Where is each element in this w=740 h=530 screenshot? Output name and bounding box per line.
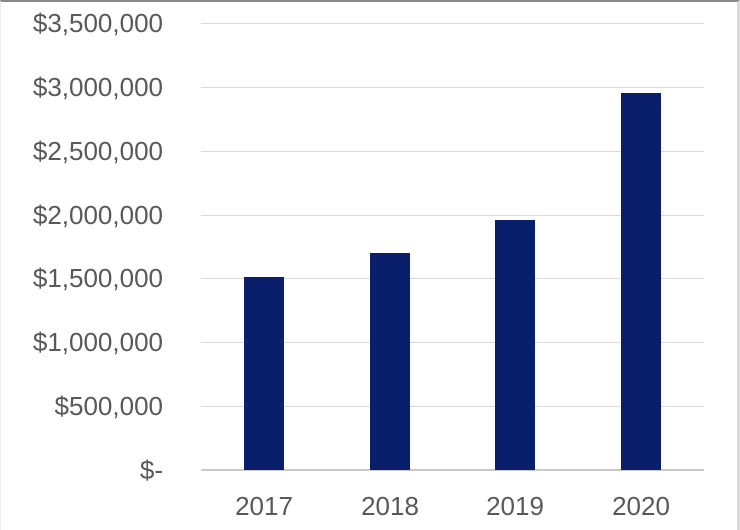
y-tick-label: $1,500,000 [32, 263, 163, 293]
x-tick-label-2017: 2017 [235, 491, 293, 521]
y-tick-label: $3,500,000 [32, 8, 163, 38]
y-tick-label: $2,500,000 [32, 136, 163, 166]
gridline [201, 151, 704, 152]
y-tick-label: $500,000 [54, 391, 163, 421]
y-tick-label: $3,000,000 [32, 72, 163, 102]
bar-2018 [370, 253, 410, 470]
gridline [201, 23, 704, 24]
x-tick-label-2020: 2020 [612, 491, 670, 521]
x-tick-label-2019: 2019 [486, 491, 544, 521]
gridline [201, 342, 704, 343]
gridline [201, 406, 704, 407]
gridline [201, 278, 704, 279]
y-tick-label: $2,000,000 [32, 200, 163, 230]
gridline [201, 87, 704, 88]
x-tick-label-2018: 2018 [361, 491, 419, 521]
y-tick-label: $1,000,000 [32, 327, 163, 357]
x-axis-line [201, 469, 704, 471]
y-tick-label: $- [139, 455, 163, 485]
bar-2017 [244, 277, 284, 470]
bar-2019 [495, 220, 535, 470]
bar-2020 [621, 93, 661, 470]
gridline [201, 215, 704, 216]
